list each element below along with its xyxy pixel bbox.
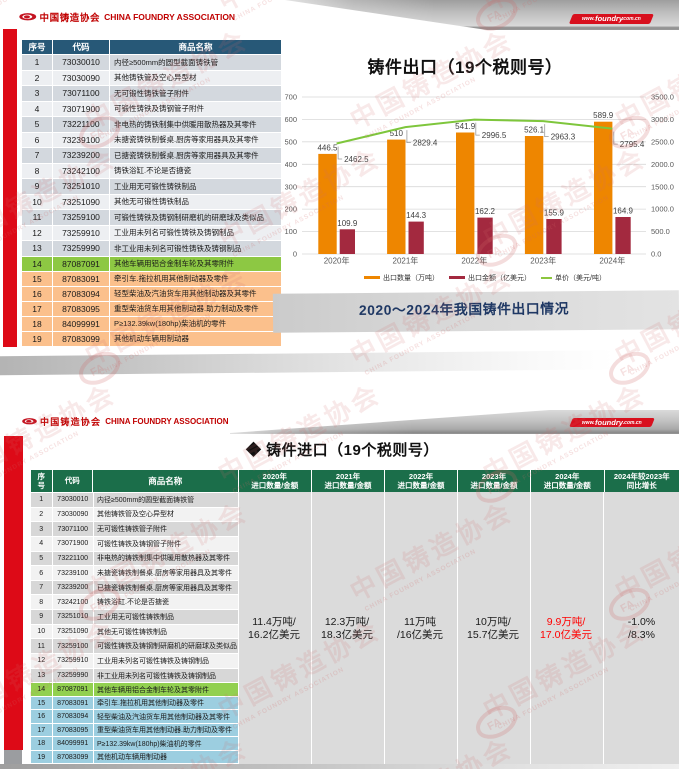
svg-text:300: 300 <box>285 182 297 191</box>
svg-text:2795.4: 2795.4 <box>620 140 645 149</box>
svg-text:700: 700 <box>285 93 297 102</box>
svg-text:446.5: 446.5 <box>317 143 338 152</box>
svg-text:400: 400 <box>285 160 297 169</box>
svg-text:1500.0: 1500.0 <box>651 182 674 191</box>
svg-text:1000.0: 1000.0 <box>651 205 674 214</box>
svg-text:144.3: 144.3 <box>406 211 427 220</box>
svg-text:2000.0: 2000.0 <box>651 160 674 169</box>
svg-text:2829.4: 2829.4 <box>413 139 438 148</box>
svg-text:2023年: 2023年 <box>530 256 556 266</box>
svg-text:2020年: 2020年 <box>324 256 350 266</box>
svg-text:2462.5: 2462.5 <box>344 155 369 164</box>
svg-text:2963.3: 2963.3 <box>551 133 576 142</box>
svg-text:0.0: 0.0 <box>651 250 661 259</box>
svg-text:2022年: 2022年 <box>461 256 487 266</box>
svg-text:3000.0: 3000.0 <box>651 115 674 124</box>
svg-text:100: 100 <box>285 227 297 236</box>
svg-text:200: 200 <box>285 205 297 214</box>
svg-text:500: 500 <box>285 137 297 146</box>
svg-text:2500.0: 2500.0 <box>651 137 674 146</box>
svg-text:3500.0: 3500.0 <box>651 93 674 102</box>
svg-text:589.9: 589.9 <box>593 111 614 120</box>
svg-text:109.9: 109.9 <box>337 219 358 228</box>
svg-text:155.9: 155.9 <box>544 209 565 218</box>
svg-text:526.1: 526.1 <box>524 126 545 135</box>
svg-text:0: 0 <box>293 250 297 259</box>
svg-text:510: 510 <box>390 129 404 138</box>
svg-text:2021年: 2021年 <box>393 256 419 266</box>
svg-text:541.9: 541.9 <box>455 122 476 131</box>
svg-text:162.2: 162.2 <box>475 207 496 216</box>
svg-text:500.0: 500.0 <box>651 227 670 236</box>
svg-text:2996.5: 2996.5 <box>482 131 507 140</box>
svg-text:2024年: 2024年 <box>599 256 625 266</box>
svg-text:164.9: 164.9 <box>613 207 634 216</box>
svg-text:600: 600 <box>285 115 297 124</box>
